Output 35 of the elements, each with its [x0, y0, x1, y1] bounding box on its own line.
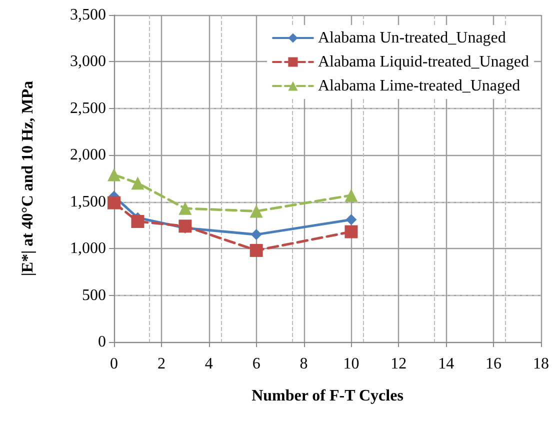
point [250, 204, 263, 218]
point [131, 214, 144, 228]
y-tick-label: 1,000 [70, 240, 106, 258]
legend-label: Alabama Liquid-treated_Unaged [318, 54, 530, 70]
point [250, 229, 262, 240]
point [178, 202, 192, 215]
x-tick-label: 8 [300, 356, 308, 372]
y-tick-label: 3,000 [70, 53, 106, 70]
point [250, 244, 263, 257]
x-tick-label: 0 [110, 356, 118, 372]
x-tick-label: 2 [157, 356, 166, 372]
x-tick-label: 12 [390, 356, 407, 372]
x-tick-label: 16 [486, 356, 502, 372]
point [344, 225, 358, 238]
x-tick-label: 14 [438, 356, 454, 372]
legend-label: Alabama Un-treated_Unaged [318, 30, 506, 46]
y-tick-label: 2,500 [70, 100, 106, 117]
point [108, 196, 120, 210]
legend-label: Alabama Lime-treated_Unaged [318, 78, 520, 94]
y-tick-label: 1,500 [70, 193, 106, 210]
y-tick-label: 3,500 [70, 6, 106, 24]
point [178, 220, 192, 233]
y-tick-label: 500 [82, 286, 106, 304]
point [131, 176, 144, 190]
x-tick-label: 10 [343, 356, 360, 372]
x-tick-label: 18 [533, 356, 549, 372]
point [346, 214, 357, 226]
x-tick-label: 4 [204, 356, 213, 372]
y-tick-label: 0 [98, 334, 106, 350]
point [344, 188, 358, 202]
y-axis-title: |E*| at 40°C and 10 Hz, MPa [20, 80, 36, 276]
x-tick-label: 6 [252, 356, 260, 372]
x-axis-title: Number of F-T Cycles [252, 388, 404, 404]
y-tick-label: 2,000 [70, 146, 106, 164]
point [108, 168, 120, 182]
